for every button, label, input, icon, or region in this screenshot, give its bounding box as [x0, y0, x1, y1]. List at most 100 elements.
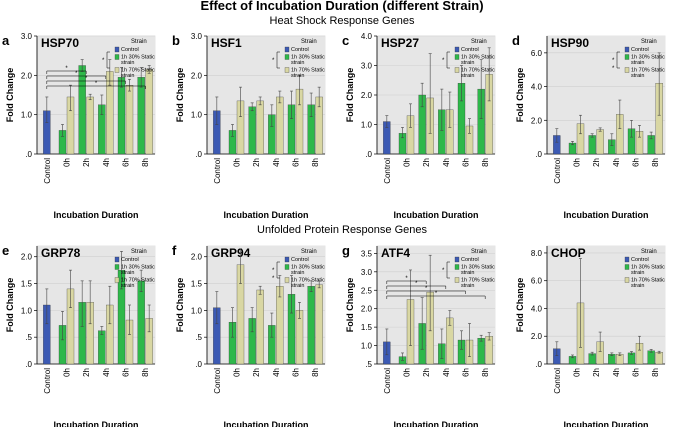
legend-label: strain	[121, 73, 134, 79]
y-axis-label: Fold Change	[5, 68, 15, 123]
y-tick-label: 3.0	[361, 268, 373, 277]
x-tick-label: 4h	[272, 368, 281, 377]
legend-label: strain	[461, 60, 474, 66]
y-axis-label: Fold Change	[345, 68, 355, 123]
x-tick-label: 0h	[403, 158, 412, 167]
legend-swatch	[114, 256, 120, 263]
bar-static70-2h	[596, 129, 604, 155]
legend-swatch	[454, 54, 460, 60]
bar-static30-2h	[248, 106, 256, 155]
legend-swatch	[624, 277, 630, 283]
x-tick-label: 8h	[141, 368, 150, 377]
y-tick-label: 3.0	[361, 62, 373, 71]
significance-star: *	[612, 66, 615, 72]
chart-panel-grp94: .0 .5 1.0 1.5 2.0 f GRP94 Fold Change Control 0h 2…	[172, 243, 326, 427]
legend-label: strain	[121, 283, 134, 289]
legend-swatch	[454, 264, 460, 270]
legend-label: 1h 30% Static	[121, 55, 155, 61]
x-tick-label: 2h	[82, 368, 91, 377]
bar-static30-2h	[588, 135, 596, 155]
bar-static70-2h	[256, 100, 264, 155]
bar-static70-8h	[145, 69, 153, 155]
x-tick-label: 6h	[462, 158, 471, 167]
legend-label: strain	[461, 283, 474, 289]
legend-label: 1h 30% Static	[631, 265, 665, 271]
y-tick-label: .5	[195, 333, 202, 342]
legend-title: Strain	[471, 39, 487, 45]
legend-swatch	[114, 277, 120, 283]
x-tick-label: 6h	[122, 158, 131, 167]
legend-label: 1h 70% Static	[291, 68, 325, 74]
legend-label: strain	[461, 270, 474, 276]
x-tick-label: Control	[43, 368, 52, 394]
panel-letter: a	[2, 33, 10, 48]
legend-label: strain	[631, 60, 644, 66]
legend-swatch	[114, 67, 120, 73]
y-tick-label: 4.0	[531, 304, 543, 313]
legend-label: 1h 30% Static	[461, 265, 495, 271]
significance-bracket	[46, 75, 107, 79]
y-axis-label: Fold Change	[5, 278, 15, 333]
bar-static30-8h	[477, 338, 485, 365]
y-tick-label: 4.0	[361, 32, 373, 41]
y-tick-label: .0	[195, 150, 202, 159]
x-tick-label: 8h	[311, 368, 320, 377]
bar-static70-6h	[125, 85, 134, 155]
legend-label: strain	[631, 73, 644, 79]
y-axis-label: Fold Change	[175, 68, 185, 123]
x-tick-label: Control	[553, 158, 562, 184]
y-tick-label: 1.0	[191, 306, 203, 315]
y-tick-label: 1.5	[21, 280, 33, 289]
y-tick-label: .5	[25, 333, 32, 342]
x-axis-label: Incubation Duration	[394, 420, 479, 427]
x-tick-label: 2h	[82, 158, 91, 167]
plot-area	[546, 35, 666, 155]
x-tick-label: 4h	[102, 368, 111, 377]
gene-name: HSP90	[551, 36, 589, 50]
significance-star: *	[612, 58, 615, 64]
x-tick-label: 0h	[63, 158, 72, 167]
legend-label: strain	[291, 73, 304, 79]
legend-label: Control	[461, 257, 479, 263]
legend-label: Control	[121, 257, 139, 263]
panel-letter: g	[342, 243, 350, 258]
chart-panel-hsp90: .0 2.0 4.0 6.0 d HSP90 Fold Change Control 0h 2h 4…	[512, 33, 666, 220]
x-tick-label: 6h	[292, 368, 301, 377]
y-tick-label: 2.0	[361, 91, 373, 100]
legend-label: strain	[121, 270, 134, 276]
chart-panel-hsp27: .0 1.0 2.0 3.0 4.0 c HSP27 Fold Change Control 0h…	[342, 32, 496, 220]
significance-star: *	[435, 291, 438, 297]
gene-name: CHOP	[551, 246, 586, 260]
legend-swatch	[114, 54, 120, 60]
legend-label: 1h 70% Static	[461, 68, 495, 74]
significance-star: *	[425, 286, 428, 292]
significance-star: *	[272, 276, 275, 282]
y-tick-label: 3.5	[361, 249, 373, 258]
x-tick-label: 2h	[252, 158, 261, 167]
chart-panel-grp78: .0 .5 1.0 1.5 2.0 e GRP78 Fold Change Control 0h 2…	[2, 243, 156, 427]
bar-static30-8h	[137, 77, 145, 155]
legend-swatch	[284, 264, 290, 270]
significance-star: *	[405, 276, 408, 282]
legend-label: strain	[291, 283, 304, 289]
legend-label: Control	[631, 47, 649, 53]
y-tick-label: 1.5	[191, 280, 203, 289]
significance-bracket	[46, 80, 126, 84]
significance-star: *	[272, 268, 275, 274]
y-tick-label: 2.0	[531, 116, 543, 125]
legend-swatch	[624, 256, 630, 263]
x-tick-label: 2h	[422, 368, 431, 377]
gene-name: HSP70	[41, 36, 79, 50]
legend-label: 1h 70% Static	[121, 278, 155, 284]
y-tick-label: 6.0	[531, 277, 543, 286]
legend-title: Strain	[641, 249, 657, 255]
x-tick-label: 8h	[141, 158, 150, 167]
x-tick-label: 6h	[292, 158, 301, 167]
significance-bracket	[386, 280, 427, 284]
legend-label: strain	[121, 60, 134, 66]
gene-name: HSP27	[381, 36, 419, 50]
bar-static30-6h	[117, 77, 126, 155]
panels: .0 1.0 2.0 3.0 a HSP70 Fold Change Control 0h 2h 4…	[2, 32, 666, 427]
y-tick-label: 8.0	[531, 249, 543, 258]
